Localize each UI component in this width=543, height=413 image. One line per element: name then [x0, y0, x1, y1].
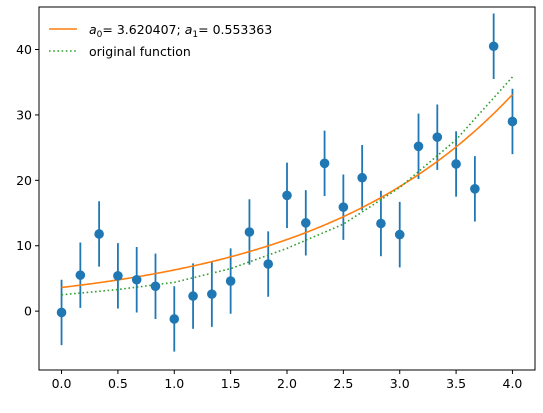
data-point [470, 184, 480, 194]
data-point [376, 218, 386, 229]
y-axis: 0 10 20 30 40 [16, 42, 39, 319]
data-point [263, 259, 274, 269]
x-tick-label: 0.0 [52, 376, 72, 391]
x-tick-label: 3.5 [446, 376, 466, 391]
data-point [225, 276, 236, 286]
y-tick-label: 20 [16, 173, 32, 188]
data-point [357, 172, 367, 183]
y-tick-label: 0 [24, 304, 32, 319]
data-points [56, 41, 518, 324]
x-tick-label: 3.0 [390, 376, 410, 391]
x-tick-label: 1.0 [164, 376, 184, 391]
x-axis: 0.0 0.5 1.0 1.5 2.0 2.5 3.0 3.5 4.0 [52, 370, 523, 391]
data-point [394, 229, 405, 240]
data-point [207, 289, 217, 299]
data-point [188, 291, 198, 301]
legend-fit-label: a0= 3.620407; a1= 0.553363 [89, 22, 272, 40]
x-tick-label: 4.0 [503, 376, 523, 391]
legend-a1-subscript: 1 [192, 30, 198, 40]
data-point [75, 270, 86, 280]
data-point [507, 116, 518, 127]
data-point [413, 141, 424, 152]
x-tick-label: 1.5 [221, 376, 241, 391]
y-tick-label: 30 [16, 107, 32, 122]
data-point [282, 190, 292, 201]
data-point [319, 158, 330, 169]
data-point [338, 202, 349, 212]
data-point [131, 274, 142, 285]
x-tick-label: 2.0 [277, 376, 297, 391]
legend-a0-value: 3.620407 [117, 22, 177, 37]
data-point [113, 271, 123, 281]
data-point [488, 41, 499, 52]
y-tick-label: 40 [16, 42, 32, 57]
data-point [432, 132, 443, 142]
legend-a0-symbol: a [89, 22, 97, 37]
data-point [94, 229, 104, 239]
y-tick-label: 10 [16, 238, 32, 253]
data-point [56, 307, 67, 318]
legend-original-label: original function [89, 44, 191, 59]
data-point [300, 218, 311, 228]
legend-a1-symbol: a [185, 22, 193, 37]
original-function-line [61, 76, 514, 296]
data-point [150, 281, 161, 292]
data-point [169, 314, 180, 324]
legend-a1-value: 0.553363 [213, 22, 273, 37]
x-tick-label: 0.5 [108, 376, 128, 391]
legend-a0-subscript: 0 [97, 30, 103, 40]
legend: a0= 3.620407; a1= 0.553363 original func… [49, 22, 272, 59]
data-point [451, 159, 461, 169]
x-tick-label: 2.5 [333, 376, 353, 391]
data-point [244, 227, 255, 237]
